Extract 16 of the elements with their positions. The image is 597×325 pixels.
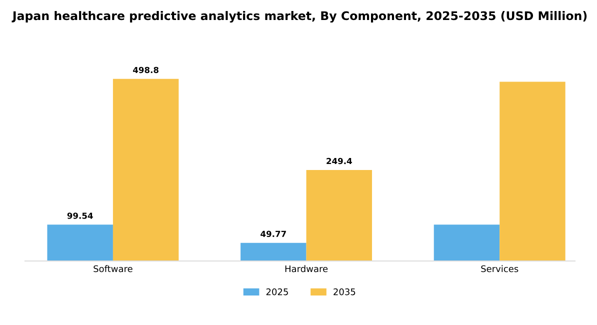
x-tick-label: Hardware bbox=[285, 265, 328, 272]
bar bbox=[240, 242, 306, 261]
bar bbox=[112, 78, 179, 261]
legend-label: 2035 bbox=[334, 288, 356, 296]
bar bbox=[500, 82, 566, 261]
data-label: 498.8 bbox=[133, 66, 158, 74]
data-label: 99.54 bbox=[67, 212, 93, 219]
x-tick-label: Services bbox=[481, 265, 518, 272]
legend-label: 2025 bbox=[266, 288, 288, 296]
bar bbox=[47, 224, 113, 261]
data-label: 249.4 bbox=[326, 158, 352, 164]
bar bbox=[434, 224, 500, 261]
x-tick-label: Software bbox=[94, 265, 132, 272]
data-label: 49.77 bbox=[260, 230, 286, 238]
chart-title: Japan healthcare predictive analytics market, By Component, 2025-2035 (USD Million) bbox=[12, 11, 587, 23]
bar bbox=[306, 170, 372, 261]
